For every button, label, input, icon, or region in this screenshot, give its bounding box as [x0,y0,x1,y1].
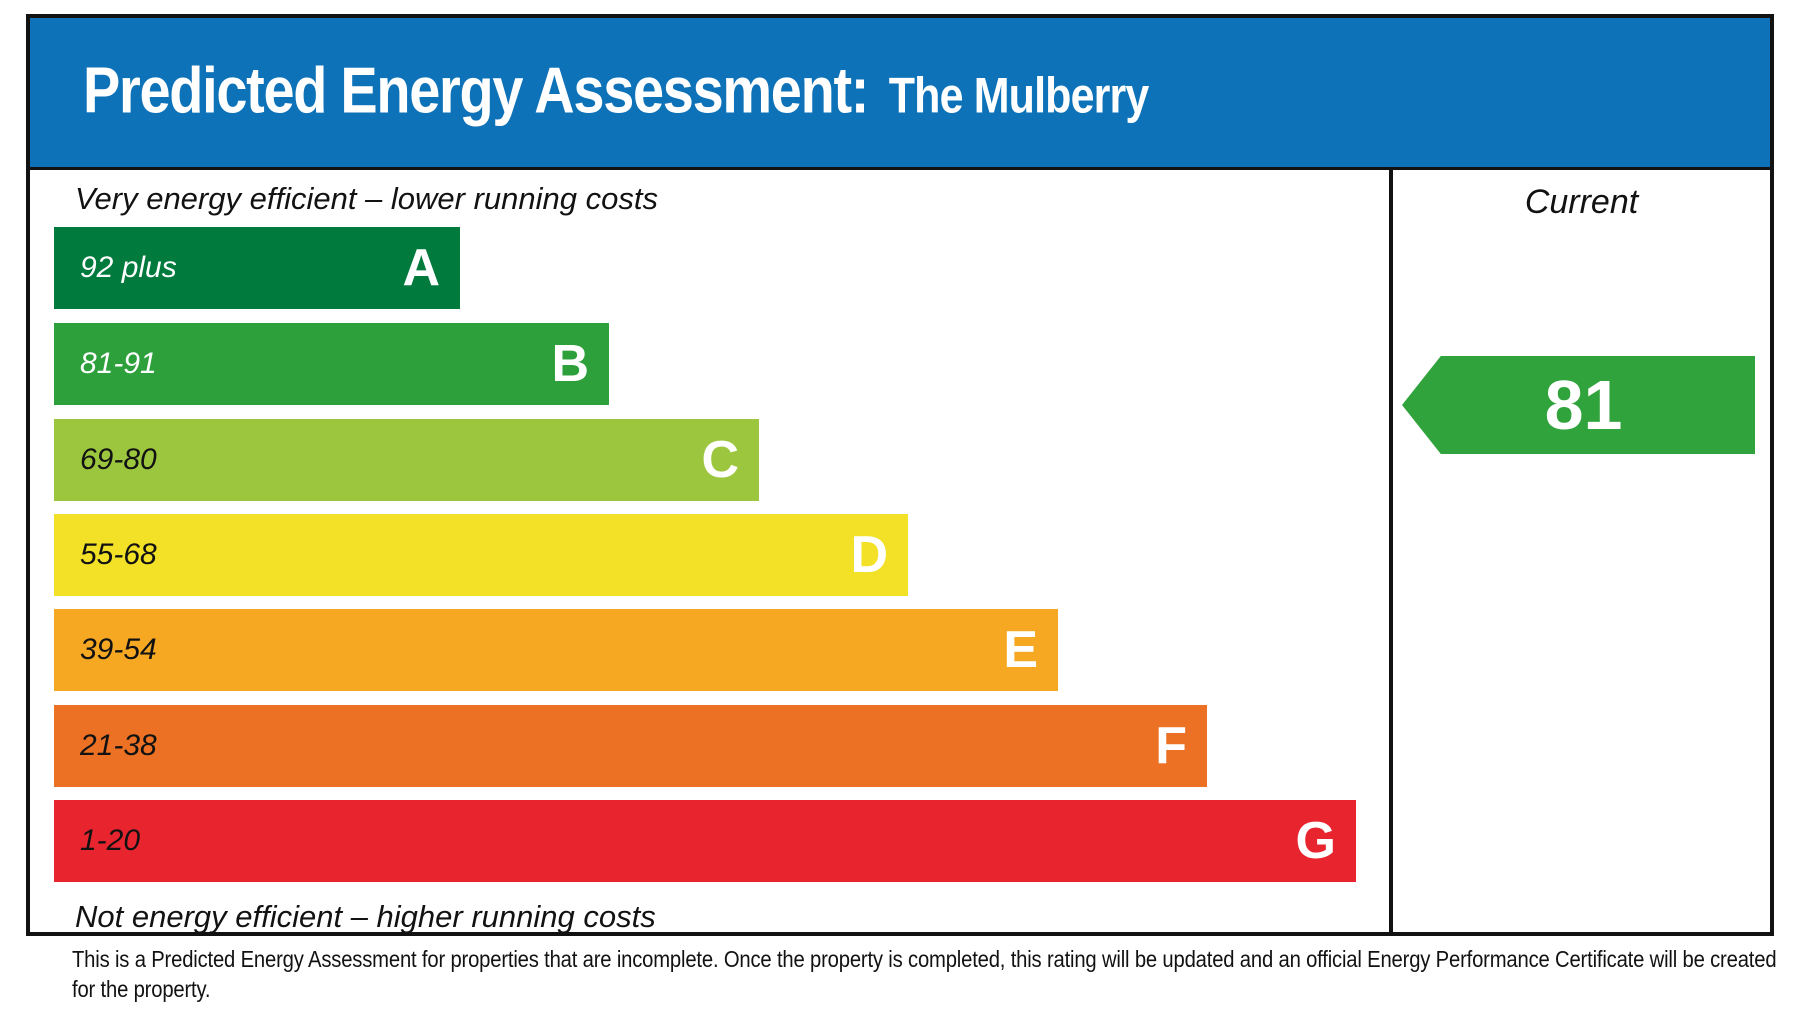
title-prefix: Predicted Energy Assessment: [83,53,869,126]
header-bar: Predicted Energy Assessment: The Mulberr… [30,18,1770,170]
band-range-d: 55-68 [80,538,157,571]
band-row-a: 92 plus A [54,227,460,309]
footer-note: This is a Predicted Energy Assessment fo… [72,946,1777,1002]
band-letter-b: B [551,335,589,393]
bottom-annotation: Not energy efficient – higher running co… [75,899,656,934]
band-row-e: 39-54 E [54,609,1058,691]
band-row-b: 81-91 B [54,323,609,405]
band-row-c: 69-80 C [54,419,759,501]
band-row-f: 21-38 F [54,705,1207,787]
top-annotation: Very energy efficient – lower running co… [75,181,658,216]
band-row-d: 55-68 D [54,514,908,596]
band-letter-c: C [701,431,739,489]
epc-certificate: Predicted Energy Assessment: The Mulberr… [26,14,1774,936]
band-range-b: 81-91 [80,347,157,380]
current-rating-value: 81 [1544,366,1623,444]
band-range-a: 92 plus [80,251,177,284]
band-range-e: 39-54 [80,633,157,666]
band-letter-e: E [1003,621,1038,679]
band-letter-g: G [1295,812,1336,870]
band-letter-a: A [402,239,440,297]
current-column-label: Current [1524,183,1639,221]
page-title: Predicted Energy Assessment: The Mulberr… [83,52,1150,127]
band-range-c: 69-80 [80,443,157,476]
current-rating-arrow: 81 [1402,356,1755,454]
current-column: Current [1389,170,1770,932]
property-name: The Mulberry [888,67,1150,123]
band-row-g: 1-20 G [54,800,1356,882]
band-range-f: 21-38 [80,729,157,762]
band-letter-d: D [850,526,888,584]
band-letter-f: F [1155,717,1187,775]
band-range-g: 1-20 [80,824,141,857]
